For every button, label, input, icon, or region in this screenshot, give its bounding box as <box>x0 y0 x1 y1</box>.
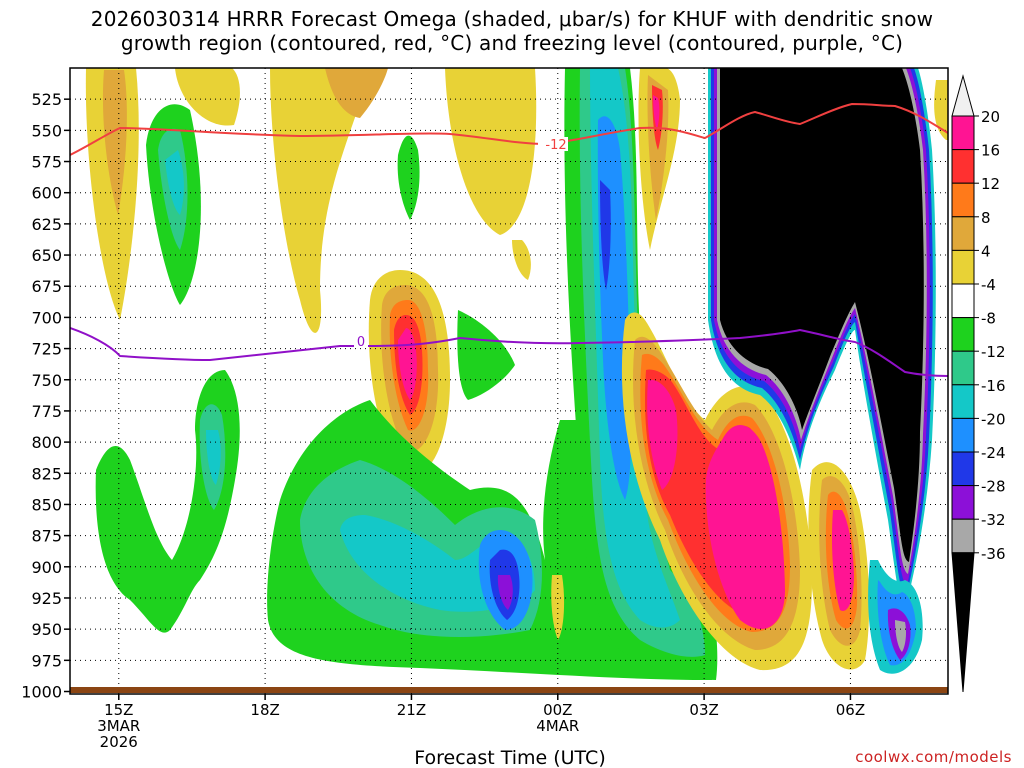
y-tick-label: 750 <box>31 371 62 390</box>
x-tick-label: 21Z <box>397 701 426 719</box>
freezing-contour-label: 0 <box>357 335 365 350</box>
colorbar-bin <box>951 518 975 554</box>
freezing-level-contour <box>70 327 948 377</box>
colorbar-bin <box>951 115 975 151</box>
colorbar-label: -16 <box>981 377 1006 395</box>
colorbar-bin <box>951 417 975 453</box>
x-tick-label: 00Z <box>543 701 572 719</box>
y-tick-label: 550 <box>31 121 62 140</box>
colorbar-label: 16 <box>981 142 1000 160</box>
y-tick-label: 1000 <box>21 683 62 702</box>
colorbar-bin <box>951 74 975 117</box>
colorbar-label: -4 <box>981 276 996 294</box>
x-tick-date: 4MAR <box>536 717 579 735</box>
colorbar-bin <box>951 451 975 487</box>
x-tick-label: 06Z <box>836 701 865 719</box>
y-tick-label: 875 <box>31 527 62 546</box>
y-tick-label: 950 <box>31 620 62 639</box>
y-tick-label: 850 <box>31 495 62 514</box>
colorbar-bin <box>951 249 975 285</box>
y-tick-label: 525 <box>31 90 62 109</box>
colorbar-bin <box>951 283 975 319</box>
y-tick-label: 675 <box>31 277 62 296</box>
dendritic-growth-contour <box>70 102 948 156</box>
y-tick-label: 700 <box>31 308 62 327</box>
chart-title-line-2: growth region (contoured, red, °C) and f… <box>120 31 904 55</box>
colorbar-label: 12 <box>981 175 1000 193</box>
colorbar-label: 4 <box>981 242 991 260</box>
x-tick-date: 3MAR <box>97 717 140 735</box>
y-tick-label: 900 <box>31 558 62 577</box>
y-tick-label: 825 <box>31 464 62 483</box>
y-tick-label: 600 <box>31 184 62 203</box>
colorbar-label: -32 <box>981 511 1006 529</box>
x-tick-year: 2026 <box>100 733 138 751</box>
colorbar-label: 8 <box>981 209 991 227</box>
colorbar-bin <box>951 149 975 184</box>
colorbar-bin <box>951 182 975 218</box>
y-tick-label: 975 <box>31 651 62 670</box>
plot-frame <box>69 67 949 695</box>
x-tick-label: 03Z <box>689 701 718 719</box>
x-tick-label: 18Z <box>250 701 279 719</box>
surface-ground-strip <box>70 687 948 693</box>
y-axis: 525 550 575 600 625 650 675 700 725 750 775 800 825 8… <box>21 90 70 702</box>
y-tick-label: 575 <box>31 153 62 172</box>
y-tick-label: 725 <box>31 340 62 359</box>
colorbar-bin <box>951 317 975 352</box>
y-tick-label: 925 <box>31 589 62 608</box>
y-tick-label: 775 <box>31 402 62 421</box>
colorbar-label: -36 <box>981 545 1006 563</box>
y-tick-label: 650 <box>31 246 62 265</box>
colorbar: 20 16 12 8 4 -4 -8 -12 -16 -20 -24 -28 -32 -36 <box>951 74 1006 693</box>
dendritic-contour-label: -12 <box>545 138 566 153</box>
chart-title-line-1: 2026030314 HRRR Forecast Omega (shaded, … <box>90 7 934 31</box>
y-tick-label: 800 <box>31 433 62 452</box>
colorbar-label: -20 <box>981 410 1006 428</box>
x-tick-label: 15Z <box>104 701 133 719</box>
omega-shaded-field <box>70 68 948 694</box>
colorbar-bin <box>951 216 975 251</box>
colorbar-bin <box>951 485 975 520</box>
colorbar-label: -28 <box>981 478 1006 496</box>
colorbar-label: -8 <box>981 310 996 328</box>
colorbar-label: -24 <box>981 444 1006 462</box>
colorbar-bin <box>951 552 975 693</box>
colorbar-label: 20 <box>981 108 1000 126</box>
colorbar-bin <box>951 384 975 419</box>
x-axis-label: Forecast Time (UTC) <box>414 747 605 768</box>
colorbar-label: -12 <box>981 343 1006 361</box>
credit-text: coolwx.com/models <box>855 748 1012 766</box>
y-tick-label: 625 <box>31 215 62 234</box>
colorbar-bin <box>951 350 975 386</box>
